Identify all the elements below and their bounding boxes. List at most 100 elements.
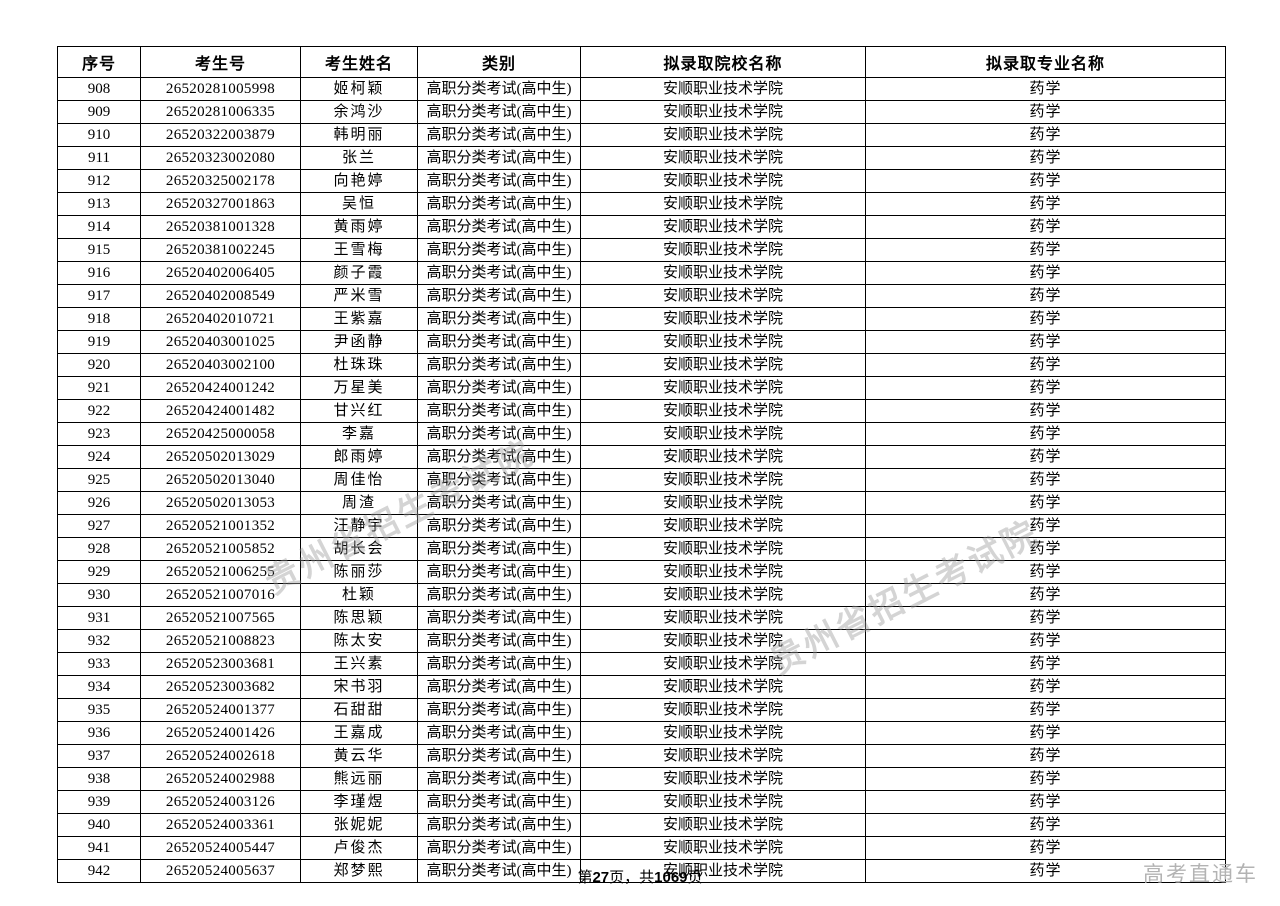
roster-table-wrapper: 序号 考生号 考生姓名 类别 拟录取院校名称 拟录取专业名称 908 265202… bbox=[57, 46, 1226, 883]
cell-exam: 26520381002245 bbox=[140, 238, 301, 262]
cell-school: 安顺职业技术学院 bbox=[580, 261, 866, 285]
table-row: 917 26520402008549 严米雪 高职分类考试(高中生) 安顺职业技术学院药… bbox=[57, 284, 1226, 308]
cell-name: 周渣 bbox=[300, 491, 418, 515]
cell-name: 王雪梅 bbox=[300, 238, 418, 262]
cell-name: 王兴素 bbox=[300, 652, 418, 676]
cell-major: 药学 bbox=[865, 422, 1226, 446]
cell-exam: 26520403001025 bbox=[140, 330, 301, 354]
cell-school: 安顺职业技术学院 bbox=[580, 445, 866, 469]
page-footer: 第27页，共1069页 bbox=[0, 866, 1280, 887]
table-row: 918 26520402010721 王紫嘉 高职分类考试(高中生) 安顺职业技术学院药… bbox=[57, 307, 1226, 331]
cell-seq: 924 bbox=[57, 445, 141, 469]
cell-name: 颜子霞 bbox=[300, 261, 418, 285]
footer-prefix: 第 bbox=[577, 869, 593, 886]
cell-major: 药学 bbox=[865, 836, 1226, 860]
cell-exam: 26520323002080 bbox=[140, 146, 301, 170]
cell-seq: 939 bbox=[57, 790, 141, 814]
cell-major: 药学 bbox=[865, 307, 1226, 331]
cell-cat: 高职分类考试(高中生) bbox=[417, 376, 581, 400]
column-header-name: 考生姓名 bbox=[300, 46, 418, 78]
cell-name: 吴恒 bbox=[300, 192, 418, 216]
cell-school: 安顺职业技术学院 bbox=[580, 77, 866, 101]
table-row: 933 26520523003681 王兴素 高职分类考试(高中生) 安顺职业技术学院药… bbox=[57, 652, 1226, 676]
cell-cat: 高职分类考试(高中生) bbox=[417, 629, 581, 653]
table-row: 926 26520502013053 周渣 高职分类考试(高中生) 安顺职业技术学院 药学 bbox=[57, 491, 1226, 515]
cell-major: 药学 bbox=[865, 445, 1226, 469]
cell-cat: 高职分类考试(高中生) bbox=[417, 537, 581, 561]
cell-major: 药学 bbox=[865, 100, 1226, 124]
cell-school: 安顺职业技术学院 bbox=[580, 744, 866, 768]
cell-major: 药学 bbox=[865, 376, 1226, 400]
cell-exam: 26520281006335 bbox=[140, 100, 301, 124]
footer-total-pages: 1069 bbox=[654, 869, 688, 886]
table-row: 909 26520281006335 余鸿沙 高职分类考试(高中生) 安顺职业技术学院药… bbox=[57, 100, 1226, 124]
cell-cat: 高职分类考试(高中生) bbox=[417, 468, 581, 492]
cell-cat: 高职分类考试(高中生) bbox=[417, 675, 581, 699]
cell-exam: 26520524001377 bbox=[140, 698, 301, 722]
cell-exam: 26520424001242 bbox=[140, 376, 301, 400]
cell-major: 药学 bbox=[865, 537, 1226, 561]
column-header-school: 拟录取院校名称 bbox=[580, 46, 866, 78]
cell-school: 安顺职业技术学院 bbox=[580, 238, 866, 262]
cell-seq: 915 bbox=[57, 238, 141, 262]
cell-cat: 高职分类考试(高中生) bbox=[417, 353, 581, 377]
cell-major: 药学 bbox=[865, 169, 1226, 193]
table-row: 913 26520327001863 吴恒 高职分类考试(高中生) 安顺职业技术学院 药学 bbox=[57, 192, 1226, 216]
footer-middle: 页，共 bbox=[609, 869, 655, 886]
table-row: 934 26520523003682 宋书羽 高职分类考试(高中生) 安顺职业技术学院药… bbox=[57, 675, 1226, 699]
table-header-row: 序号 考生号 考生姓名 类别 拟录取院校名称 拟录取专业名称 bbox=[57, 46, 1226, 78]
table-row: 937 26520524002618 黄云华 高职分类考试(高中生) 安顺职业技术学院药… bbox=[57, 744, 1226, 768]
table-row: 912 26520325002178 向艳婷 高职分类考试(高中生) 安顺职业技术学院药… bbox=[57, 169, 1226, 193]
table-row: 935 26520524001377 石甜甜 高职分类考试(高中生) 安顺职业技术学院药… bbox=[57, 698, 1226, 722]
cell-major: 药学 bbox=[865, 859, 1226, 883]
cell-exam: 26520402008549 bbox=[140, 284, 301, 308]
cell-name: 李嘉 bbox=[300, 422, 418, 446]
cell-major: 药学 bbox=[865, 192, 1226, 216]
cell-cat: 高职分类考试(高中生) bbox=[417, 238, 581, 262]
column-header-cat: 类别 bbox=[417, 46, 581, 78]
cell-exam: 26520521001352 bbox=[140, 514, 301, 538]
cell-seq: 912 bbox=[57, 169, 141, 193]
cell-cat: 高职分类考试(高中生) bbox=[417, 307, 581, 331]
cell-school: 安顺职业技术学院 bbox=[580, 100, 866, 124]
cell-exam: 26520524001426 bbox=[140, 721, 301, 745]
cell-major: 药学 bbox=[865, 284, 1226, 308]
cell-major: 药学 bbox=[865, 698, 1226, 722]
cell-seq: 935 bbox=[57, 698, 141, 722]
cell-exam: 26520524003126 bbox=[140, 790, 301, 814]
table-row: 928 26520521005852 胡长会 高职分类考试(高中生) 安顺职业技术学院药… bbox=[57, 537, 1226, 561]
cell-school: 安顺职业技术学院 bbox=[580, 698, 866, 722]
cell-cat: 高职分类考试(高中生) bbox=[417, 583, 581, 607]
cell-cat: 高职分类考试(高中生) bbox=[417, 169, 581, 193]
cell-name: 张兰 bbox=[300, 146, 418, 170]
cell-major: 药学 bbox=[865, 767, 1226, 791]
cell-major: 药学 bbox=[865, 790, 1226, 814]
cell-school: 安顺职业技术学院 bbox=[580, 123, 866, 147]
cell-exam: 26520381001328 bbox=[140, 215, 301, 239]
cell-major: 药学 bbox=[865, 652, 1226, 676]
cell-major: 药学 bbox=[865, 77, 1226, 101]
cell-name: 向艳婷 bbox=[300, 169, 418, 193]
cell-major: 药学 bbox=[865, 261, 1226, 285]
cell-name: 李瑾煜 bbox=[300, 790, 418, 814]
table-row: 916 26520402006405 颜子霞 高职分类考试(高中生) 安顺职业技术学院药… bbox=[57, 261, 1226, 285]
cell-school: 安顺职业技术学院 bbox=[580, 652, 866, 676]
cell-exam: 26520322003879 bbox=[140, 123, 301, 147]
cell-exam: 26520325002178 bbox=[140, 169, 301, 193]
cell-cat: 高职分类考试(高中生) bbox=[417, 330, 581, 354]
cell-exam: 26520281005998 bbox=[140, 77, 301, 101]
table-row: 930 26520521007016 杜颖 高职分类考试(高中生) 安顺职业技术学院 药学 bbox=[57, 583, 1226, 607]
cell-exam: 26520502013040 bbox=[140, 468, 301, 492]
cell-major: 药学 bbox=[865, 629, 1226, 653]
cell-seq: 910 bbox=[57, 123, 141, 147]
cell-name: 周佳怡 bbox=[300, 468, 418, 492]
cell-cat: 高职分类考试(高中生) bbox=[417, 146, 581, 170]
cell-seq: 917 bbox=[57, 284, 141, 308]
cell-exam: 26520521005852 bbox=[140, 537, 301, 561]
cell-school: 安顺职业技术学院 bbox=[580, 146, 866, 170]
table-row: 922 26520424001482 甘兴红 高职分类考试(高中生) 安顺职业技术学院药… bbox=[57, 399, 1226, 423]
cell-name: 尹函静 bbox=[300, 330, 418, 354]
cell-cat: 高职分类考试(高中生) bbox=[417, 721, 581, 745]
cell-school: 安顺职业技术学院 bbox=[580, 606, 866, 630]
cell-cat: 高职分类考试(高中生) bbox=[417, 698, 581, 722]
